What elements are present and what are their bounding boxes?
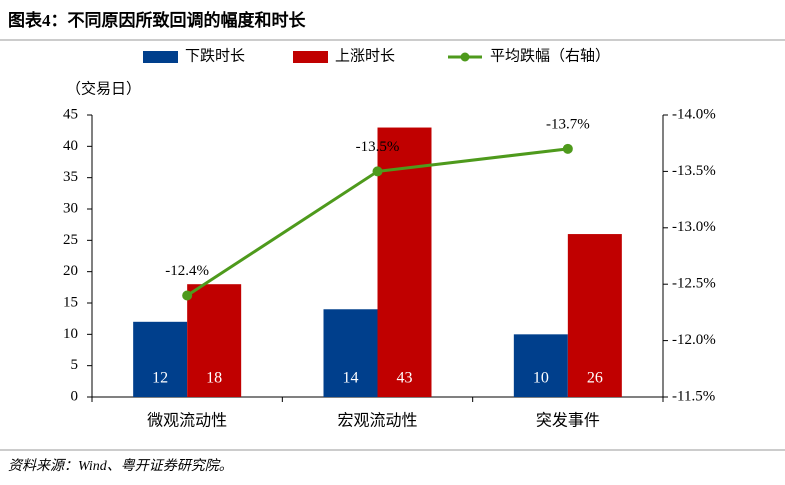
legend-swatch [143,51,178,63]
y-tick-label: 0 [71,388,79,404]
legend-label: 下跌时长 [185,47,245,64]
bar [133,321,188,397]
bar-value-label: 18 [206,370,222,387]
legend-label: 上涨时长 [335,47,395,64]
bar [323,309,378,397]
y-tick-label: 45 [63,106,78,122]
line-value-label: -13.7% [546,116,590,132]
bar [377,127,432,398]
line-value-label: -13.5% [356,139,400,155]
y2-tick-label: -12.5% [672,276,716,292]
bar-value-label: 14 [343,370,359,387]
legend-label: 平均跌幅（右轴） [490,47,610,64]
line-marker [372,166,383,177]
y-tick-label: 10 [63,326,78,342]
line-value-label: -12.4% [165,263,209,279]
bar [513,334,568,397]
source: 资料来源：Wind、粤开证券研究院。 [8,458,233,474]
line-marker [562,143,573,154]
bar [187,284,242,397]
bar [567,234,622,397]
y2-tick-label: -14.0% [672,106,716,122]
x-tick-label: 宏观流动性 [337,412,417,430]
x-tick-label: 突发事件 [536,412,600,430]
y2-tick-label: -13.0% [672,219,716,235]
y-tick-label: 5 [71,357,79,373]
y2-tick-label: -13.5% [672,163,716,179]
bar-value-label: 10 [533,370,549,387]
chart-title: 图表4：不同原因所致回调的幅度和时长 [8,10,306,30]
y-tick-label: 15 [63,294,78,310]
y-tick-label: 35 [63,169,78,185]
y-tick-label: 30 [63,200,78,216]
x-tick-label: 微观流动性 [147,412,227,430]
line-marker [182,290,193,301]
legend-marker [460,52,470,62]
y-tick-label: 25 [63,232,78,248]
y2-tick-label: -12.0% [672,332,716,348]
bar-value-label: 26 [587,370,603,387]
bar-value-label: 12 [152,370,168,387]
legend-swatch [293,51,328,63]
y-tick-label: 40 [63,138,78,154]
y2-tick-label: -11.5% [672,388,715,404]
y-axis-label: （交易日） [66,79,141,97]
y-tick-label: 20 [63,263,78,279]
bar-value-label: 43 [397,370,413,387]
